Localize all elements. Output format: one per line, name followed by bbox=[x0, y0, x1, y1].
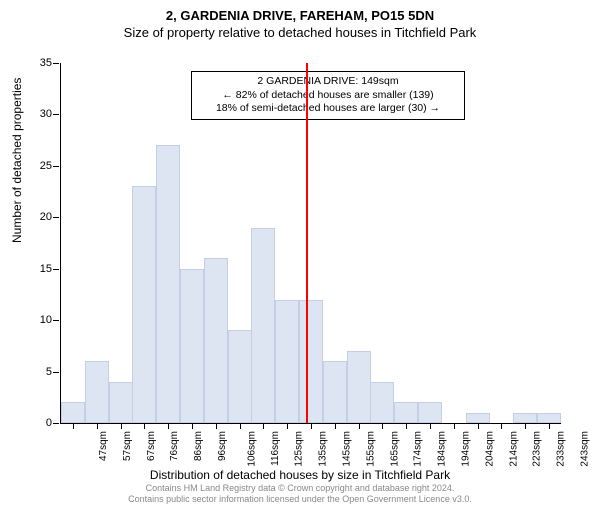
histogram-bar bbox=[251, 228, 275, 423]
x-tick-label: 194sqm bbox=[461, 431, 472, 467]
chart-title-sub: Size of property relative to detached ho… bbox=[0, 25, 600, 40]
chart-title-main: 2, GARDENIA DRIVE, FAREHAM, PO15 5DN bbox=[0, 8, 600, 23]
x-tick bbox=[335, 423, 336, 429]
x-tick bbox=[240, 423, 241, 429]
histogram-bar bbox=[275, 300, 299, 423]
x-tick-label: 204sqm bbox=[484, 431, 495, 467]
histogram-bar bbox=[61, 402, 85, 423]
histogram-bar bbox=[299, 300, 323, 423]
x-tick-label: 155sqm bbox=[365, 431, 376, 467]
histogram-bar bbox=[204, 258, 228, 423]
histogram-bar bbox=[132, 186, 156, 423]
x-tick-label: 96sqm bbox=[217, 431, 228, 461]
y-tick bbox=[53, 269, 59, 270]
histogram-bar bbox=[537, 413, 561, 423]
x-tick bbox=[549, 423, 550, 429]
x-tick-label: 184sqm bbox=[437, 431, 448, 467]
y-axis-label: Number of detached properties bbox=[10, 78, 24, 243]
credits: Contains HM Land Registry data © Crown c… bbox=[0, 483, 600, 505]
annotation-line3: 18% of semi-detached houses are larger (… bbox=[198, 102, 458, 116]
x-tick-label: 86sqm bbox=[193, 431, 204, 461]
histogram-bar bbox=[85, 361, 109, 423]
x-tick bbox=[144, 423, 145, 429]
x-tick bbox=[501, 423, 502, 429]
x-tick bbox=[73, 423, 74, 429]
x-tick bbox=[263, 423, 264, 429]
plot-area: 2 GARDENIA DRIVE: 149sqm ← 82% of detach… bbox=[60, 63, 561, 424]
histogram-bar bbox=[513, 413, 537, 423]
x-tick-label: 47sqm bbox=[98, 431, 109, 461]
x-tick-label: 243sqm bbox=[580, 431, 591, 467]
y-tick bbox=[53, 114, 59, 115]
x-tick-label: 106sqm bbox=[246, 431, 257, 467]
x-tick-label: 125sqm bbox=[294, 431, 305, 467]
y-tick bbox=[53, 372, 59, 373]
y-tick bbox=[53, 63, 59, 64]
histogram-bar bbox=[323, 361, 347, 423]
y-tick-label: 25 bbox=[28, 160, 52, 172]
y-tick-label: 20 bbox=[28, 211, 52, 223]
x-tick bbox=[97, 423, 98, 429]
annotation-line2: ← 82% of detached houses are smaller (13… bbox=[198, 89, 458, 103]
y-tick-label: 30 bbox=[28, 108, 52, 120]
x-tick-label: 67sqm bbox=[146, 431, 157, 461]
histogram-bar bbox=[394, 402, 418, 423]
x-tick bbox=[478, 423, 479, 429]
y-tick bbox=[53, 320, 59, 321]
x-tick bbox=[430, 423, 431, 429]
y-tick-label: 0 bbox=[28, 417, 52, 429]
x-tick bbox=[121, 423, 122, 429]
y-tick-label: 5 bbox=[28, 366, 52, 378]
x-tick-label: 76sqm bbox=[169, 431, 180, 461]
x-tick-label: 116sqm bbox=[269, 431, 280, 466]
x-tick-label: 165sqm bbox=[389, 431, 400, 467]
x-tick bbox=[525, 423, 526, 429]
histogram-bar bbox=[156, 145, 180, 423]
x-axis-label: Distribution of detached houses by size … bbox=[0, 468, 600, 482]
histogram-bar bbox=[228, 330, 252, 423]
annotation-line1: 2 GARDENIA DRIVE: 149sqm bbox=[198, 75, 458, 89]
histogram-bar bbox=[466, 413, 490, 423]
x-tick-label: 174sqm bbox=[413, 431, 424, 467]
histogram-bar bbox=[370, 382, 394, 423]
annotation-box: 2 GARDENIA DRIVE: 149sqm ← 82% of detach… bbox=[191, 71, 465, 120]
y-tick bbox=[53, 166, 59, 167]
y-tick-label: 10 bbox=[28, 314, 52, 326]
marker-line bbox=[306, 63, 308, 423]
x-tick bbox=[382, 423, 383, 429]
x-tick bbox=[168, 423, 169, 429]
y-tick bbox=[53, 423, 59, 424]
x-tick-label: 233sqm bbox=[556, 431, 567, 467]
x-tick-label: 145sqm bbox=[342, 431, 353, 467]
histogram-bar bbox=[180, 269, 204, 423]
y-tick-label: 15 bbox=[28, 263, 52, 275]
x-tick bbox=[287, 423, 288, 429]
histogram-chart: 2, GARDENIA DRIVE, FAREHAM, PO15 5DN Siz… bbox=[0, 8, 600, 508]
x-tick-label: 214sqm bbox=[508, 431, 519, 467]
histogram-bar bbox=[347, 351, 371, 423]
x-tick-label: 135sqm bbox=[318, 431, 329, 467]
x-tick bbox=[311, 423, 312, 429]
x-tick-label: 57sqm bbox=[122, 431, 133, 461]
histogram-bar bbox=[109, 382, 133, 423]
x-tick bbox=[216, 423, 217, 429]
credits-line1: Contains HM Land Registry data © Crown c… bbox=[0, 483, 600, 494]
x-tick-label: 223sqm bbox=[532, 431, 543, 467]
y-tick bbox=[53, 217, 59, 218]
y-tick-label: 35 bbox=[28, 57, 52, 69]
x-tick bbox=[406, 423, 407, 429]
x-tick bbox=[359, 423, 360, 429]
x-tick bbox=[454, 423, 455, 429]
x-tick bbox=[192, 423, 193, 429]
histogram-bar bbox=[418, 402, 442, 423]
